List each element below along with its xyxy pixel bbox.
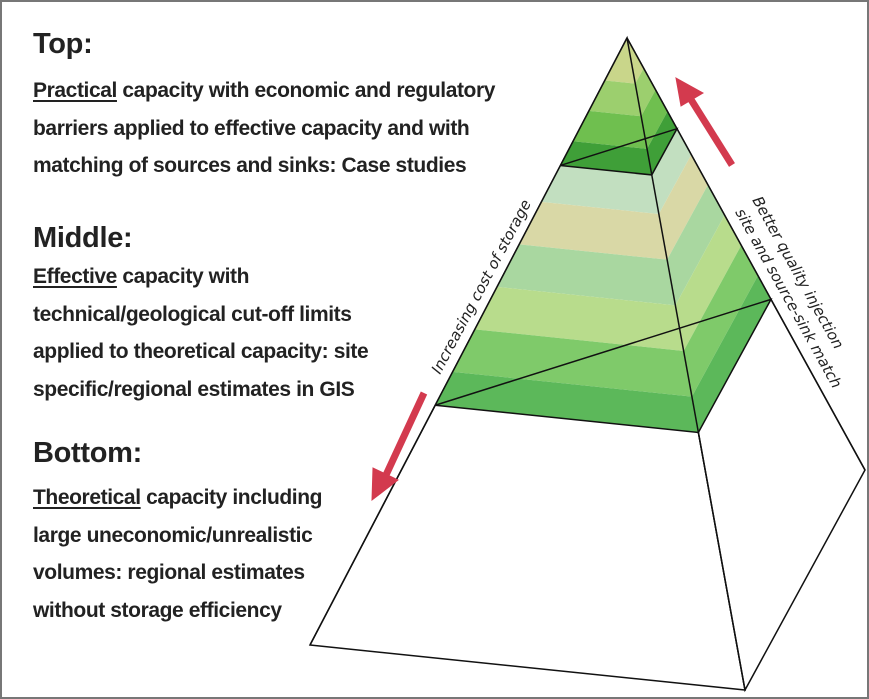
description-line: matching of sources and sinks: Case stud…: [33, 147, 466, 184]
keyword: Effective: [33, 265, 117, 288]
arrow-up: [690, 98, 732, 165]
keyword: Theoretical: [33, 486, 141, 509]
description-line: technical/geological cut-off limits: [33, 296, 352, 333]
description-line: Theoretical capacity including: [33, 479, 322, 516]
description-line: Practical capacity with economic and reg…: [33, 72, 495, 109]
level-heading: Top:: [33, 28, 92, 61]
description-line: volumes: regional estimates: [33, 554, 305, 591]
level-heading: Middle:: [33, 222, 132, 255]
band: [589, 80, 641, 116]
keyword: Practical: [33, 79, 117, 102]
description-line: applied to theoretical capacity: site: [33, 333, 368, 370]
description-text: capacity with: [122, 265, 249, 288]
description-text: capacity including: [146, 486, 322, 509]
description-text: capacity with economic and regulatory: [122, 79, 495, 102]
description-line: specific/regional estimates in GIS: [33, 371, 354, 408]
description-line: barriers applied to effective capacity a…: [33, 110, 469, 147]
description-line: large uneconomic/unrealistic: [33, 517, 312, 554]
level-heading: Bottom:: [33, 437, 142, 470]
diagram: Increasing cost of storage Better qualit…: [0, 0, 869, 699]
description-line: Effective capacity with: [33, 258, 249, 295]
description-line: without storage efficiency: [33, 592, 282, 629]
